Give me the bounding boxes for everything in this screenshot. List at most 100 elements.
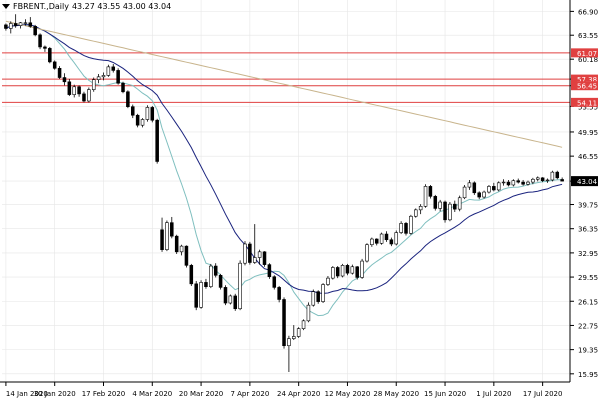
ma-mid-line (5, 24, 563, 294)
candle (535, 176, 540, 182)
candle (28, 17, 33, 28)
candle-body (462, 186, 467, 199)
x-tick-label: 4 Mar 2020 (132, 390, 172, 398)
candle-body (379, 233, 384, 244)
candle-body (472, 182, 477, 194)
candle (131, 104, 135, 119)
candle-body (174, 235, 179, 253)
candle (145, 105, 150, 122)
candle-body (326, 277, 330, 285)
candle-body (453, 203, 457, 210)
candle-body (428, 186, 433, 197)
candle-body (52, 61, 57, 69)
candle-body (331, 267, 335, 279)
candle (306, 302, 311, 323)
candle-body (287, 338, 291, 347)
y-tick-label: 32.95 (578, 250, 598, 258)
y-tick-label: 49.95 (578, 129, 598, 137)
candle (282, 297, 286, 349)
candle (516, 178, 520, 184)
candle-body (67, 81, 72, 95)
candle-body (77, 86, 81, 95)
ma-slow-line (5, 20, 563, 148)
candle-body (116, 70, 120, 84)
x-tick-label: 17 Feb 2020 (82, 390, 126, 398)
candle (355, 266, 359, 280)
candle (492, 182, 496, 192)
candle (252, 224, 257, 264)
candle-body (91, 79, 96, 90)
candle-body (550, 171, 555, 181)
candle (399, 221, 403, 235)
x-tick-label: 28 May 2020 (373, 390, 419, 398)
candle-body (340, 265, 345, 277)
candle-body (238, 262, 242, 310)
candle-body (477, 192, 481, 198)
candle-body (404, 223, 408, 234)
candle (345, 263, 350, 276)
chart-header: FBRENT.,Daily 43.27 43.55 43.00 43.04 (2, 2, 171, 11)
last-price-label: 43.04 (577, 178, 598, 186)
candle (506, 179, 511, 187)
dropdown-triangle-icon[interactable] (2, 4, 10, 9)
x-tick-label: 12 May 2020 (325, 390, 371, 398)
candle (33, 24, 37, 37)
candle-body (545, 179, 550, 182)
candle (409, 214, 413, 235)
candle (404, 221, 408, 236)
candle (199, 280, 203, 309)
candle (9, 21, 13, 34)
candle-body (135, 114, 140, 126)
y-tick-label: 29.55 (578, 274, 598, 282)
candle-body (467, 182, 472, 188)
candle-body (179, 245, 184, 253)
candle-body (101, 75, 106, 78)
candle-body (184, 245, 189, 266)
candle (111, 64, 116, 73)
candle-body (18, 22, 23, 26)
candle-body (418, 205, 423, 211)
candle-body (292, 336, 296, 339)
candle-body (121, 82, 125, 93)
level-label-bg (571, 74, 598, 84)
candle (121, 81, 125, 94)
candle-body (350, 266, 355, 274)
candle (477, 191, 481, 200)
candle (331, 266, 335, 280)
candle (243, 241, 247, 266)
candle (287, 335, 291, 373)
candle-body (487, 186, 491, 193)
candle (457, 195, 462, 212)
level-label: 56.45 (577, 83, 597, 91)
candle-body (443, 201, 447, 221)
candle-body (335, 267, 340, 277)
candle (267, 263, 272, 279)
candle-body (160, 229, 164, 250)
candle (443, 200, 447, 223)
candle-body (140, 119, 145, 126)
y-tick-label: 19.35 (578, 347, 598, 355)
candle (272, 275, 277, 290)
candle-body (345, 265, 350, 274)
candle (155, 118, 159, 164)
candle (257, 249, 262, 265)
candle (248, 241, 252, 265)
candle (18, 22, 23, 29)
candle-body (87, 89, 91, 102)
y-tick-label: 60.18 (578, 56, 598, 64)
candle (77, 85, 81, 97)
x-tick-label: 20 Mar 2020 (179, 390, 223, 398)
candle-body (311, 291, 316, 306)
candle (335, 266, 340, 279)
candle (184, 245, 189, 268)
candle (101, 72, 106, 81)
candle (67, 78, 72, 97)
candle (521, 179, 525, 186)
candle-body (4, 24, 8, 29)
candle-body (199, 282, 203, 308)
candle (165, 220, 169, 252)
candle (62, 73, 67, 86)
candle (189, 263, 194, 286)
